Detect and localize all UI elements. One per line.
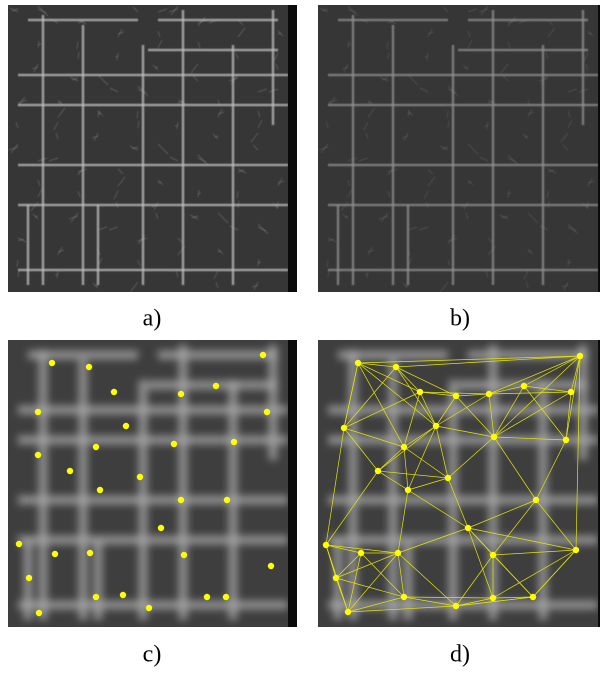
node-dot	[323, 542, 329, 548]
node-dot	[67, 468, 73, 474]
node-dot	[341, 425, 347, 431]
node-dot	[26, 575, 32, 581]
node-dot	[268, 563, 274, 569]
node-dot	[490, 552, 496, 558]
node-dot	[401, 594, 407, 600]
node-dot	[35, 452, 41, 458]
node-dot	[224, 497, 230, 503]
panel-a	[0, 0, 297, 292]
node-dot	[223, 594, 229, 600]
node-dot	[93, 594, 99, 600]
node-dot	[231, 439, 237, 445]
node-dot	[158, 525, 164, 531]
panel-b	[308, 0, 600, 292]
node-dot	[178, 497, 184, 503]
node-dot	[52, 551, 58, 557]
trace	[0, 0, 8, 5]
panel-c	[8, 340, 297, 627]
node-dot	[204, 594, 210, 600]
node-dot	[213, 383, 219, 389]
node-dot	[453, 603, 459, 609]
node-dot	[405, 487, 411, 493]
node-dot	[120, 592, 126, 598]
node-dot	[486, 391, 492, 397]
node-dot	[36, 610, 42, 616]
node-dot	[375, 468, 381, 474]
node-dot	[530, 594, 536, 600]
node-dot	[577, 353, 583, 359]
figure-canvas: a) b) c) d)	[0, 0, 600, 673]
node-dot	[137, 474, 143, 480]
node-dot	[146, 605, 152, 611]
node-dot	[533, 497, 539, 503]
caption: c)	[143, 642, 162, 668]
node-dot	[393, 364, 399, 370]
trace	[308, 0, 318, 5]
node-dot	[563, 437, 569, 443]
node-dot	[97, 487, 103, 493]
node-dot	[358, 550, 364, 556]
node-dot	[181, 552, 187, 558]
caption: b)	[450, 306, 470, 332]
map-background	[318, 5, 598, 292]
node-dot	[264, 409, 270, 415]
node-dot	[417, 389, 423, 395]
node-dot	[453, 393, 459, 399]
node-dot	[395, 550, 401, 556]
node-dot	[260, 352, 266, 358]
node-dot	[490, 595, 496, 601]
node-dot	[573, 547, 579, 553]
node-dot	[345, 609, 351, 615]
node-dot	[171, 441, 177, 447]
node-dot	[355, 360, 361, 366]
node-dot	[93, 444, 99, 450]
node-dot	[521, 383, 527, 389]
caption: a)	[143, 306, 162, 332]
node-dot	[445, 475, 451, 481]
image-edge	[288, 5, 297, 292]
node-dot	[123, 423, 129, 429]
caption: d)	[450, 642, 470, 668]
node-dot	[87, 550, 93, 556]
map-background	[8, 5, 288, 292]
node-dot	[49, 360, 55, 366]
node-dot	[465, 525, 471, 531]
figure: a) b) c) d)	[0, 0, 600, 673]
node-dot	[401, 444, 407, 450]
node-dot	[16, 541, 22, 547]
node-dot	[333, 575, 339, 581]
node-dot	[86, 364, 92, 370]
node-dot	[35, 409, 41, 415]
node-dot	[433, 423, 439, 429]
node-dot	[568, 389, 574, 395]
panel-d	[318, 340, 600, 627]
node-dot	[178, 391, 184, 397]
node-dot	[491, 434, 497, 440]
node-dot	[111, 389, 117, 395]
image-edge	[288, 340, 297, 627]
